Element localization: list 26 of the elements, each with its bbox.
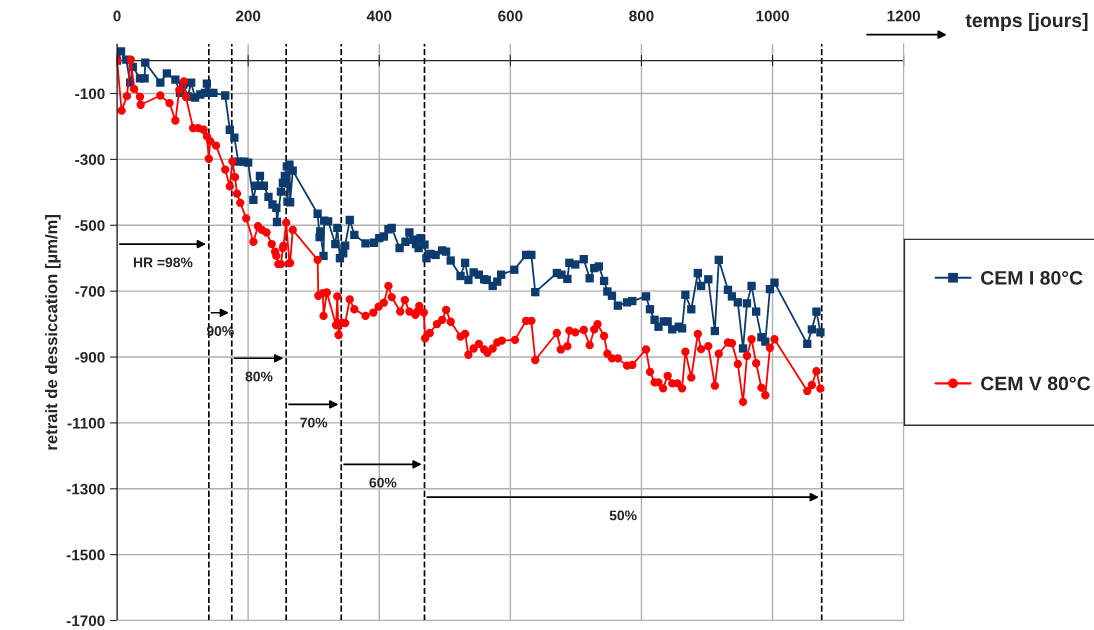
y-tick-label: -1700 bbox=[66, 615, 105, 627]
x-tick-label: 400 bbox=[366, 10, 392, 22]
y-tick-label: -1500 bbox=[66, 549, 105, 561]
x-tick-label: 600 bbox=[498, 10, 523, 22]
y-tick-label: -100 bbox=[75, 88, 105, 100]
x-tick-label: 200 bbox=[235, 10, 261, 22]
annotation: 90% bbox=[206, 326, 234, 336]
y-tick-label: -300 bbox=[75, 154, 105, 166]
y-axis-title: retrait de dessiccation [µm/m] bbox=[45, 214, 61, 450]
x-tick-label: 800 bbox=[629, 10, 654, 22]
annotation: 60% bbox=[369, 477, 397, 488]
annotation: 50% bbox=[609, 510, 637, 521]
y-tick-label: -500 bbox=[75, 220, 105, 231]
x-tick-label: 1200 bbox=[887, 10, 921, 22]
x-axis-title: temps [jours] bbox=[965, 12, 1088, 32]
y-tick-label: -900 bbox=[75, 351, 105, 363]
x-tick-label: 1000 bbox=[756, 10, 789, 22]
x-tick-label: 0 bbox=[113, 10, 121, 22]
legend-label: CEM I 80°C bbox=[981, 270, 1083, 285]
annotation: 70% bbox=[300, 417, 328, 428]
annotation: HR =98% bbox=[133, 257, 193, 268]
legend-label: CEM V 80°C bbox=[981, 376, 1091, 391]
y-tick-label: -1100 bbox=[67, 417, 105, 429]
y-tick-label: -700 bbox=[75, 286, 105, 297]
annotation: 80% bbox=[245, 371, 273, 382]
y-tick-label: -1300 bbox=[66, 483, 105, 495]
